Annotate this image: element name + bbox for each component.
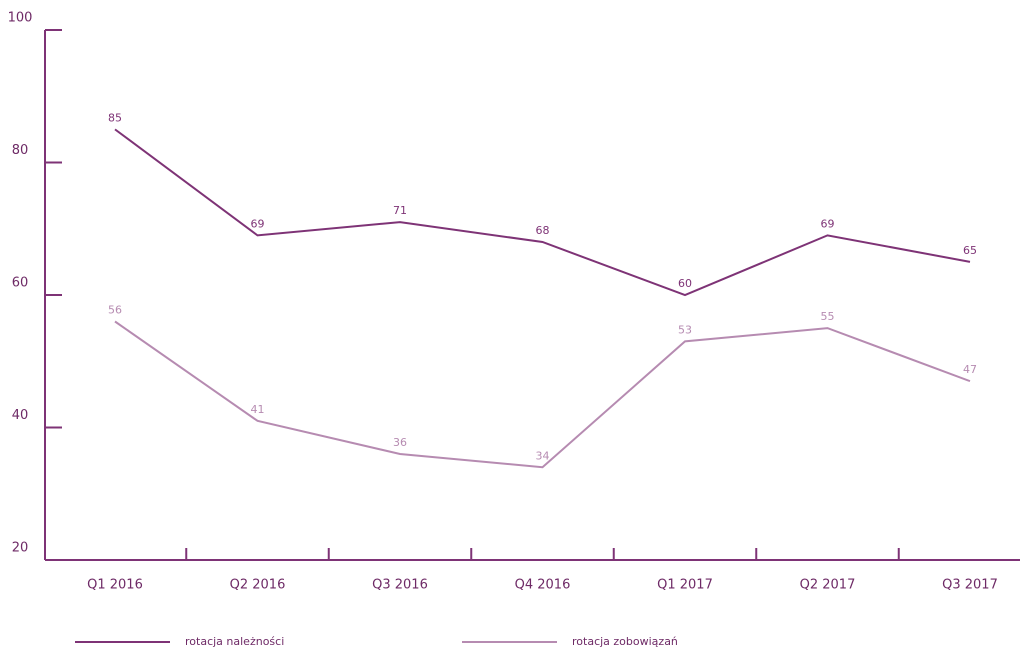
data-label: 56 [108,304,122,317]
y-tick-label: 80 [12,143,29,158]
data-label: 60 [678,277,692,290]
data-label: 55 [821,310,835,323]
legend-label: rotacja zobowiązań [572,635,678,648]
x-tick-label: Q2 2017 [800,578,856,593]
data-label: 34 [536,449,550,462]
data-label: 71 [393,204,407,217]
y-tick-label: 20 [12,541,29,556]
x-tick-label: Q3 2017 [942,578,998,593]
data-label: 53 [678,323,692,336]
data-label: 41 [251,403,265,416]
legend-label: rotacja należności [185,635,284,648]
data-label: 65 [963,244,977,257]
y-tick-label: 60 [12,276,29,291]
data-label: 47 [963,363,977,376]
series-line [114,320,971,469]
data-label: 69 [251,217,265,230]
data-label: 85 [108,111,122,124]
x-tick-label: Q2 2016 [230,578,286,593]
x-tick-label: Q3 2016 [372,578,428,593]
y-tick-label: 40 [12,408,29,423]
data-label: 68 [536,224,550,237]
y-tick-label: 100 [8,11,33,26]
data-label: 69 [821,217,835,230]
x-tick-label: Q1 2017 [657,578,713,593]
x-tick-label: Q4 2016 [515,578,571,593]
series-line [114,128,971,297]
data-label: 36 [393,436,407,449]
x-tick-label: Q1 2016 [87,578,143,593]
